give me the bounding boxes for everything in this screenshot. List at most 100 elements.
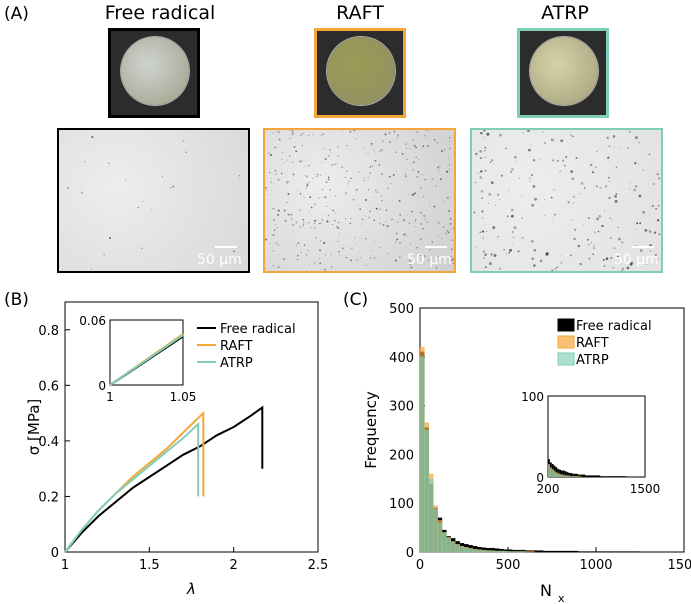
histogram-bar-free-radical <box>551 550 557 553</box>
histogram-bar-free-radical <box>538 550 544 553</box>
y-tick-label: 100 <box>389 497 414 512</box>
inset-histogram-bar <box>581 474 584 477</box>
y-tick-label: 0 <box>51 546 59 561</box>
inset-y-tick-label: 0 <box>536 471 544 485</box>
histogram-bar-free-radical <box>560 550 566 553</box>
panel-c-label: (C) <box>343 290 369 310</box>
inset-histogram-bar <box>620 476 623 477</box>
legend-label: ATRP <box>220 356 253 371</box>
inset-histogram-bar <box>600 476 603 477</box>
inset-histogram-bar <box>624 476 627 477</box>
y-tick-label: 0.6 <box>38 379 59 394</box>
inset-histogram-bar <box>611 476 614 477</box>
scale-bar <box>632 246 654 248</box>
inset-histogram-bar <box>596 475 599 477</box>
legend-label: Free radical <box>576 319 652 334</box>
inset-histogram-bar <box>564 475 567 477</box>
sample-disc <box>121 37 189 105</box>
histogram-bar-atrp <box>455 544 460 553</box>
y-tick-label: 300 <box>389 400 414 415</box>
y-axis-label: σ [MPa] <box>25 399 43 455</box>
inset-histogram-bar <box>618 476 621 477</box>
sample-photo-raft <box>314 28 406 118</box>
micrograph-texture <box>473 130 661 271</box>
micrograph-raft: 50 μm <box>263 128 456 273</box>
sample-photo-free-radical <box>108 28 200 118</box>
inset-histogram-bar <box>575 476 578 477</box>
y-tick-label: 200 <box>389 448 414 463</box>
inset-histogram-bar <box>613 476 616 477</box>
inset-histogram-bar <box>574 476 576 477</box>
scale-label: 50 μm <box>614 252 659 268</box>
inset-histogram-bar <box>575 473 578 477</box>
series-line-atrp <box>64 421 200 553</box>
x-tick-label: 2 <box>230 558 238 573</box>
histogram-bar-free-radical <box>543 550 548 553</box>
histogram-bar-atrp <box>472 549 478 553</box>
x-tick-label: 1500 <box>667 558 691 573</box>
histogram-bar-atrp <box>459 546 465 553</box>
inset-histogram-bar <box>568 472 571 477</box>
inset-histogram-bar <box>587 475 590 477</box>
histogram-bar-free-radical <box>569 550 575 553</box>
scale-label: 50 μm <box>407 252 452 268</box>
x-tick-label: 1.5 <box>139 558 160 573</box>
sample-disc <box>530 37 598 105</box>
inset-histogram-bar <box>598 475 601 477</box>
inset-histogram-bar <box>572 476 575 477</box>
scale-bar <box>425 246 447 248</box>
inset-histogram-bar <box>562 475 565 477</box>
x-tick-label: 500 <box>496 558 521 573</box>
inset-x-tick-label: 200 <box>537 482 560 496</box>
inset-histogram-bar <box>577 474 580 477</box>
y-tick-label: 0.4 <box>38 435 59 450</box>
inset-histogram-bar <box>579 474 582 477</box>
inset-histogram-bar <box>592 475 595 477</box>
scale-label: 50 μm <box>197 252 242 268</box>
inset-histogram-bar <box>583 474 586 477</box>
y-tick-label: 400 <box>389 351 414 366</box>
panel-a-label: (A) <box>4 4 29 24</box>
legend-label: RAFT <box>576 336 609 351</box>
inset-histogram-bar <box>617 476 619 477</box>
inset-histogram-bar <box>562 470 565 477</box>
y-tick-label: 500 <box>389 302 414 317</box>
column-title-atrp: ATRP <box>541 2 589 24</box>
inset-histogram-bar <box>548 464 550 477</box>
legend-label: ATRP <box>576 353 609 368</box>
inset-histogram-bar <box>607 476 610 477</box>
x-tick-label: 1000 <box>579 558 612 573</box>
inset-histogram-bar <box>574 473 576 477</box>
micrograph-free-radical: 50 μm <box>57 128 250 273</box>
legend-swatch <box>557 335 575 349</box>
inset-histogram-bar <box>551 469 554 477</box>
frequency-histogram-chart: 0500100015000100200300400500NxFrequencyF… <box>362 302 691 604</box>
inset-histogram-bar <box>566 472 569 477</box>
histogram-bar-atrp <box>468 548 473 553</box>
series-line-raft <box>64 410 205 553</box>
inset-histogram-bar <box>561 470 563 477</box>
series-line-free-radical <box>64 405 264 553</box>
histogram-bar-free-radical <box>547 550 553 553</box>
panel-b-label: (B) <box>4 290 29 310</box>
inset-frame <box>109 319 184 386</box>
histogram-bar-atrp <box>499 550 504 553</box>
inset-y-tick-label: 0 <box>98 379 106 393</box>
y-axis-label: Frequency <box>362 391 380 469</box>
plot-frame <box>64 301 319 553</box>
inset-histogram-bar <box>557 473 560 477</box>
histogram-bar-free-radical <box>556 550 561 553</box>
inset-histogram-bar <box>561 474 563 477</box>
stress-strain-chart: 1 1.5 2 2.5 0 0.2 0.4 0.6 0.8 λ σ [MPa] Free radica… <box>25 301 328 598</box>
inset-histogram-bar <box>553 471 556 477</box>
inset-histogram-bar <box>559 474 562 477</box>
histogram-bar-free-radical <box>565 550 570 553</box>
y-tick-label: 0.2 <box>38 490 59 505</box>
inset-histogram-bar <box>572 473 575 477</box>
column-title-raft: RAFT <box>336 2 384 24</box>
inset-y-tick-label: 0.06 <box>79 314 106 328</box>
column-title-free-radical: Free radical <box>104 2 216 24</box>
histogram-bar-free-radical <box>573 550 579 553</box>
inset-histogram-bar <box>603 476 606 477</box>
legend-swatch <box>557 318 575 332</box>
